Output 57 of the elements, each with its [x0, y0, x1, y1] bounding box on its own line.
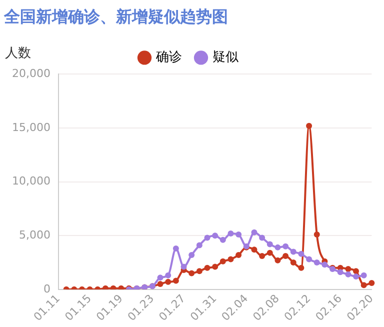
point [172, 246, 179, 252]
point [259, 253, 266, 260]
point [228, 230, 234, 236]
point [220, 258, 226, 264]
point [290, 260, 296, 266]
point [266, 250, 273, 256]
point [298, 250, 304, 257]
point [251, 246, 258, 253]
point [314, 232, 320, 238]
y-tick-label: 10,000 [12, 174, 50, 188]
legend-label: 确诊 [155, 50, 182, 66]
point [236, 232, 242, 238]
point [172, 278, 179, 284]
chart-title: 全国新增确诊、新增疑似趋势图 [3, 6, 228, 26]
point [274, 257, 281, 264]
point [298, 264, 304, 271]
point [282, 243, 289, 250]
y-tick-label: 20,000 [12, 67, 50, 80]
point [212, 232, 218, 239]
legend-label: 疑似 [212, 50, 238, 66]
point [274, 244, 281, 250]
point [204, 234, 210, 241]
point [290, 248, 296, 255]
point [157, 281, 164, 288]
point [345, 271, 352, 278]
point [282, 253, 289, 260]
point [337, 269, 344, 276]
point [196, 242, 202, 248]
point [360, 282, 367, 288]
point [360, 272, 367, 278]
point [212, 264, 218, 270]
point [157, 274, 164, 281]
point [165, 272, 172, 278]
point [322, 262, 328, 268]
point [165, 278, 172, 285]
y-tick-label: 5,000 [18, 228, 50, 242]
point [314, 260, 320, 266]
point [368, 280, 375, 286]
point [220, 236, 226, 243]
point [251, 229, 258, 236]
point [306, 256, 312, 262]
point [180, 264, 187, 270]
y-axis-title: 人数 [5, 46, 31, 62]
point [259, 234, 266, 241]
point [353, 273, 360, 280]
point [196, 268, 202, 274]
point [306, 122, 312, 129]
point [204, 264, 210, 271]
point [353, 268, 360, 274]
y-tick-label: 0 [43, 282, 50, 296]
point [228, 256, 234, 262]
point [188, 252, 195, 258]
point [345, 266, 352, 272]
point [188, 270, 195, 276]
y-tick-label: 15,000 [12, 120, 50, 134]
point [266, 241, 273, 248]
point [236, 252, 242, 258]
